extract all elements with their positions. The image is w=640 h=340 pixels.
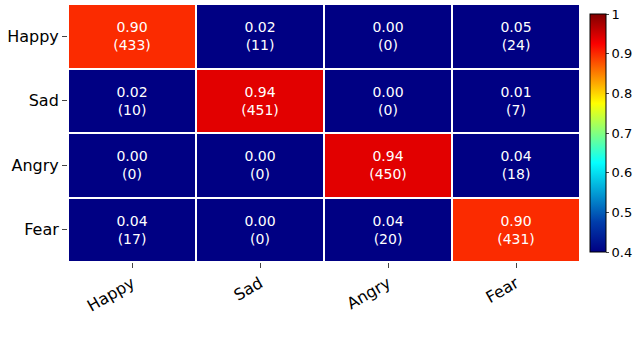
svg-text:0.9: 0.9: [612, 46, 633, 61]
svg-text:0.90(433): 0.90(433): [113, 19, 151, 53]
svg-text:0.04(17): 0.04(17): [116, 213, 147, 247]
svg-text:0.00(0): 0.00(0): [372, 84, 403, 118]
svg-text:Angry: Angry: [344, 273, 394, 313]
svg-text:0.6: 0.6: [612, 165, 633, 180]
svg-text:0.94(450): 0.94(450): [369, 148, 407, 182]
svg-text:1: 1: [612, 7, 620, 22]
svg-text:0.8: 0.8: [612, 86, 633, 101]
svg-text:0.05(24): 0.05(24): [500, 19, 531, 53]
svg-text:0.00(0): 0.00(0): [244, 148, 275, 182]
svg-text:0.01(7): 0.01(7): [500, 84, 531, 118]
svg-text:0.04(20): 0.04(20): [372, 213, 403, 247]
svg-text:Sad: Sad: [230, 273, 266, 305]
svg-text:0.90(431): 0.90(431): [497, 213, 535, 247]
svg-text:0.94(451): 0.94(451): [241, 84, 279, 118]
svg-text:0.4: 0.4: [612, 245, 633, 260]
svg-text:0.00(0): 0.00(0): [116, 148, 147, 182]
svg-text:0.00(0): 0.00(0): [244, 213, 275, 247]
svg-text:0.02(11): 0.02(11): [244, 19, 275, 53]
svg-text:Fear: Fear: [483, 273, 523, 307]
svg-text:0.5: 0.5: [612, 205, 633, 220]
svg-text:0.7: 0.7: [612, 126, 633, 141]
svg-text:Fear: Fear: [24, 220, 59, 239]
svg-text:0.04(18): 0.04(18): [500, 148, 531, 182]
svg-text:Happy: Happy: [7, 27, 59, 46]
svg-text:Angry: Angry: [12, 156, 59, 175]
svg-text:Sad: Sad: [29, 91, 59, 110]
svg-text:0.02(10): 0.02(10): [116, 84, 147, 118]
svg-text:0.00(0): 0.00(0): [372, 19, 403, 53]
svg-text:Happy: Happy: [84, 273, 138, 315]
